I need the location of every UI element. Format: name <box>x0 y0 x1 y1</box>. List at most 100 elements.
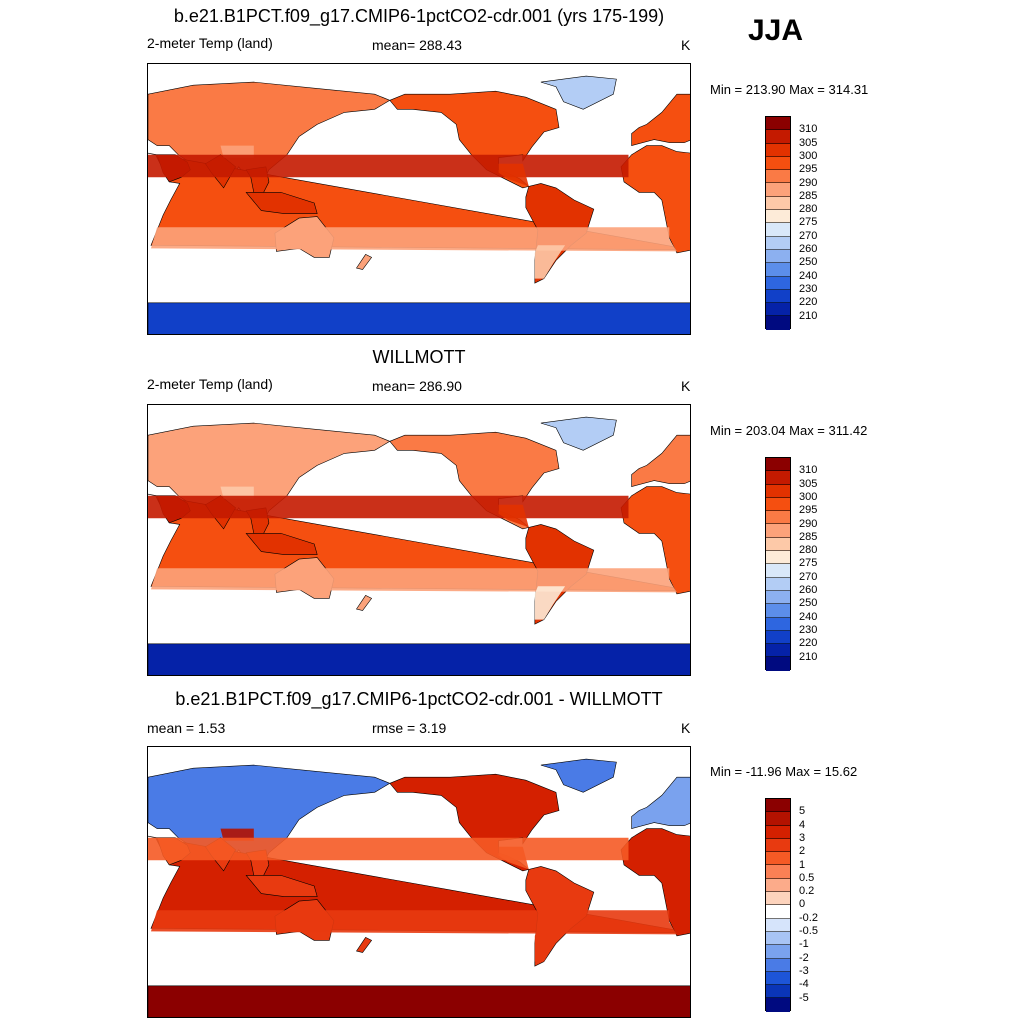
colorbar-tick-label: 310 <box>799 464 818 477</box>
colorbar-tick-label: -5 <box>799 991 809 1004</box>
colorbar-tick-label: 280 <box>799 203 818 216</box>
land-region-greenland <box>540 416 617 451</box>
panel1-mean-label: mean= 288.43 <box>372 37 462 53</box>
colorbar-swatch <box>766 276 790 290</box>
colorbar-tick-label: 230 <box>799 623 818 636</box>
land-patch-central-america <box>498 163 529 187</box>
colorbar-tick-label: 270 <box>799 570 818 583</box>
colorbar-tick-label: 230 <box>799 282 818 295</box>
colorbar-tick-label: 290 <box>799 176 818 189</box>
colorbar-tick-label: 310 <box>799 123 818 136</box>
colorbar-tick-label: 260 <box>799 584 818 596</box>
panel1-minmax: Min = 213.90 Max = 314.31 <box>710 82 869 97</box>
land-patch-central-america <box>498 846 529 870</box>
panel1-variable-label: 2-meter Temp (land) <box>147 35 273 51</box>
panel2-units-label: K <box>681 378 691 394</box>
colorbar-tick-label: 250 <box>799 256 818 269</box>
land-patch-patagonia <box>534 245 566 279</box>
land-patch-patagonia <box>534 928 566 962</box>
colorbar-swatch <box>766 130 790 144</box>
colorbar-swatch <box>766 236 790 250</box>
colorbar-swatch <box>766 878 790 893</box>
colorbar-swatch <box>766 183 790 197</box>
colorbar-tick-label: 305 <box>799 477 818 490</box>
panel2-minmax: Min = 203.04 Max = 311.42 <box>710 423 868 438</box>
colorbar-swatch <box>766 825 790 839</box>
panel2-variable-label: 2-meter Temp (land) <box>147 376 273 392</box>
colorbar-tick-label: 270 <box>799 229 818 242</box>
colorbar-swatch <box>766 657 790 671</box>
land-region-antarctica <box>148 985 690 1017</box>
colorbar-tick-label: 285 <box>799 530 818 543</box>
land-region-europe-w <box>631 93 690 146</box>
colorbar-swatch <box>766 630 790 645</box>
colorbar-tick-label: 260 <box>799 243 818 255</box>
colorbar-tick-label: 210 <box>799 650 818 663</box>
colorbar-swatch <box>766 471 790 485</box>
colorbar-swatch <box>766 143 790 157</box>
land-region-europe-w <box>631 776 690 829</box>
colorbar-swatch <box>766 852 790 866</box>
colorbar-tick-label: 295 <box>799 504 818 517</box>
panel1-title: b.e21.B1PCT.f09_g17.CMIP6-1pctCO2-cdr.00… <box>173 6 665 26</box>
land-patch-southern-africa <box>151 227 677 252</box>
colorbar-tick-label: 275 <box>799 557 818 570</box>
colorbar-tick-label: 210 <box>799 309 818 322</box>
land-patch-southern-africa <box>151 568 677 593</box>
colorbar-tick-label: 250 <box>799 597 818 610</box>
colorbar-tick-label: 2 <box>799 845 806 858</box>
land-region-nz <box>356 595 373 611</box>
colorbar-tick-label: 3 <box>799 831 806 844</box>
land-patch-tibet <box>220 828 254 841</box>
colorbar-swatch <box>766 812 790 826</box>
colorbar-swatch <box>766 604 790 618</box>
land-region-nz <box>356 937 373 953</box>
colorbar-swatch <box>766 303 790 317</box>
colorbar-swatch <box>766 117 790 131</box>
colorbar-swatch <box>766 249 790 264</box>
colorbar-tick-label: 290 <box>799 517 818 530</box>
land-patch-northern-africa-arabia <box>148 154 629 178</box>
land-patch-central-america <box>498 504 529 528</box>
colorbar-tick-label: 240 <box>799 610 818 623</box>
colorbar-swatch <box>766 289 790 304</box>
panel2-title: WILLMOTT <box>372 347 466 367</box>
land-patch-patagonia <box>534 586 566 620</box>
colorbar-swatch <box>766 590 790 605</box>
colorbar-swatch <box>766 931 790 946</box>
colorbar-tick-label: 300 <box>799 490 818 503</box>
panel3-colorbar <box>765 798 791 1012</box>
colorbar-swatch <box>766 210 790 224</box>
land-region-indonesia <box>245 192 318 214</box>
colorbar-tick-label: 4 <box>799 818 806 831</box>
colorbar-tick-label: 305 <box>799 136 818 149</box>
land-patch-tibet <box>220 486 254 499</box>
colorbar-swatch <box>766 958 790 972</box>
colorbar-tick-label: -2 <box>799 951 809 964</box>
season-label: JJA <box>748 14 804 47</box>
colorbar-tick-label: 0.2 <box>799 885 815 898</box>
land-region-nz <box>356 254 373 270</box>
colorbar-swatch <box>766 223 790 237</box>
colorbar-swatch <box>766 524 790 538</box>
panel3-minmax: Min = -11.96 Max = 15.62 <box>710 764 858 779</box>
colorbar-tick-label: 220 <box>799 637 818 650</box>
panel2-map <box>147 404 691 676</box>
colorbar-swatch <box>766 998 790 1012</box>
panel3-mean-label: mean = 1.53 <box>147 720 226 736</box>
colorbar-tick-label: -4 <box>799 978 809 991</box>
land-patch-northern-africa-arabia <box>148 495 629 519</box>
panel1-map <box>147 63 691 335</box>
colorbar-swatch <box>766 971 790 986</box>
colorbar-swatch <box>766 564 790 578</box>
land-region-antarctica <box>148 643 690 675</box>
land-patch-northern-africa-arabia <box>148 837 629 861</box>
colorbar-swatch <box>766 905 790 919</box>
colorbar-swatch <box>766 511 790 525</box>
colorbar-swatch <box>766 918 790 932</box>
colorbar-swatch <box>766 865 790 879</box>
colorbar-swatch <box>766 156 790 171</box>
panel1-units-label: K <box>681 37 691 53</box>
panel1-colorbar <box>765 116 791 330</box>
land-patch-southern-africa <box>151 910 677 935</box>
